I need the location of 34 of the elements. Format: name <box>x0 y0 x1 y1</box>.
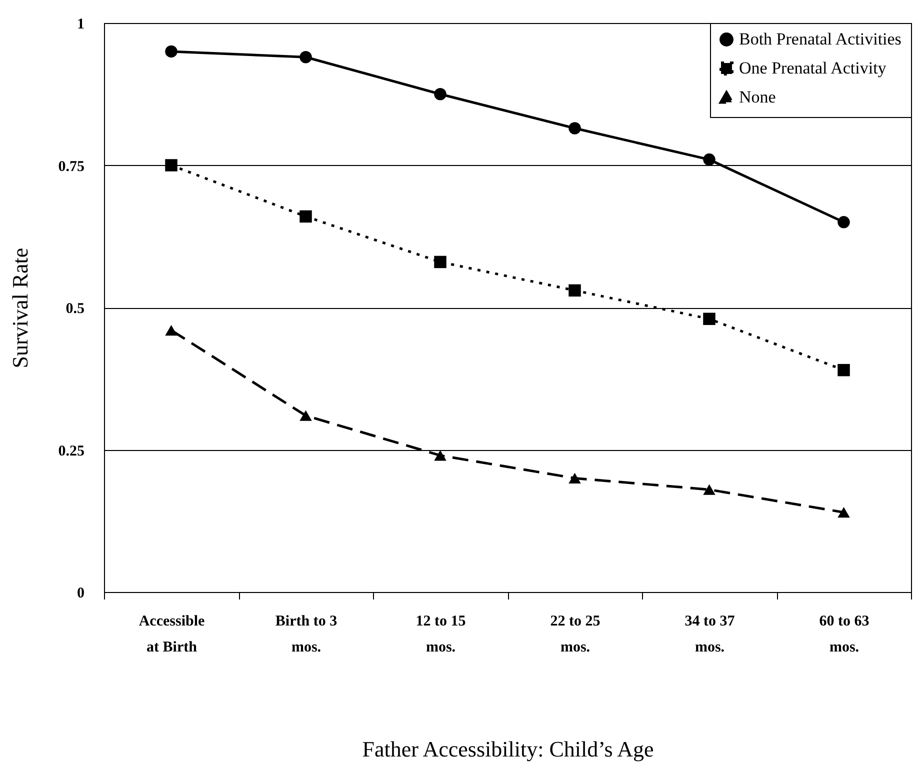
point <box>300 210 312 223</box>
point <box>568 284 581 297</box>
point <box>568 122 581 134</box>
legend-label: None <box>739 88 776 106</box>
x-tick-label: 34 to 37 mos. <box>684 614 736 656</box>
point <box>838 507 850 518</box>
legend-label: Both Prenatal Activities <box>739 30 902 48</box>
point <box>165 159 178 172</box>
point <box>165 45 178 58</box>
point <box>838 216 850 228</box>
x-tick-label: Birth to 3 mos. <box>275 614 338 656</box>
y-axis-title: Survival Rate <box>7 248 32 368</box>
y-tick-label: 0.75 <box>58 158 84 175</box>
y-tick-label: 0.5 <box>66 301 84 317</box>
point <box>838 364 850 376</box>
point <box>434 450 446 461</box>
y-tick-label: 0.25 <box>58 443 84 460</box>
point <box>568 472 581 484</box>
x-tick-label: Accessible at Birth <box>138 614 205 656</box>
point <box>703 312 716 326</box>
point <box>300 51 312 64</box>
x-tick-label: 60 to 63 mos. <box>819 614 870 656</box>
point <box>703 153 716 166</box>
y-tick-label: 0 <box>77 586 84 602</box>
point <box>434 256 446 268</box>
x-tick-label: 12 to 15 mos. <box>416 614 466 656</box>
x-tick-label: 22 to 25 mos. <box>550 614 600 656</box>
x-axis-title: Father Accessibility: Child’s Age <box>362 736 654 762</box>
point <box>165 324 178 336</box>
y-tick-label: 1 <box>77 16 84 32</box>
point <box>300 410 312 421</box>
point <box>703 484 716 495</box>
legend-label: One Prenatal Activity <box>739 58 887 78</box>
point <box>434 88 446 100</box>
